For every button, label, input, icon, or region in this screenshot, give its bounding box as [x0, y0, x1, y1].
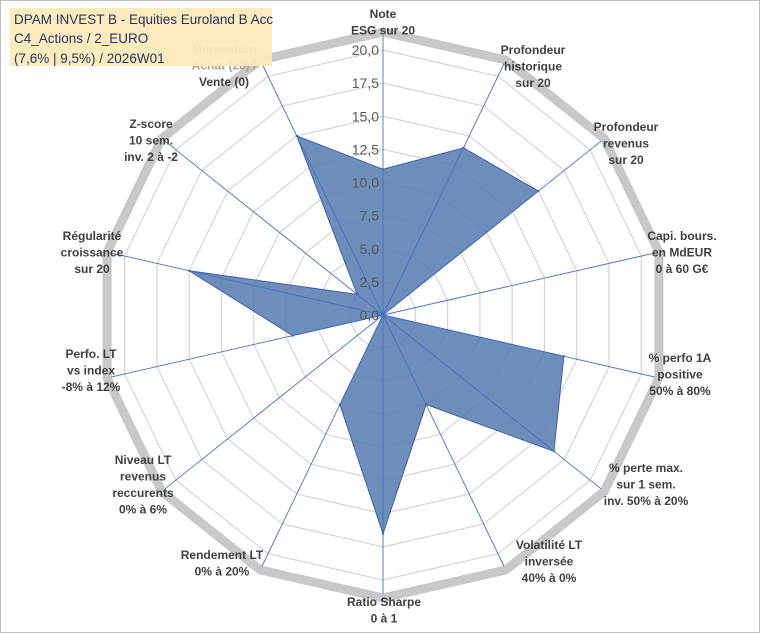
tick-label: 10,0	[352, 175, 379, 191]
axis-label-line: Capi. bours.	[647, 229, 716, 243]
axis-label-line: sur 1 sem.	[616, 478, 675, 492]
chart-title-line-3: (7,6% | 9,5%) / 2026W01	[14, 51, 165, 66]
title-box	[10, 8, 272, 66]
axis-label: Note ESG sur 20	[351, 7, 415, 38]
tick-label: 20,0	[352, 42, 379, 58]
axis-label-line: % perfo 1A	[649, 351, 712, 365]
axis-label-line: sur 20	[74, 262, 110, 276]
axis-label-line: reccurents	[112, 486, 174, 500]
axis-label-line: sur 20	[515, 76, 551, 90]
axis-label-line: 10 sem.	[129, 134, 173, 148]
axis-label-line: croissance	[61, 246, 124, 260]
axis-label: Profondeur historique sur 20	[501, 43, 566, 90]
axis-label-line: Vente (0)	[199, 75, 249, 89]
tick-label: 15,0	[352, 108, 379, 124]
axis-label-line: 0% à 6%	[119, 503, 167, 517]
data-series-area	[188, 135, 565, 536]
axis-label: Ratio Sharpe 0 à 1	[347, 595, 421, 626]
outer-ring	[102, 27, 664, 603]
chart-title-line-1: DPAM INVEST B - Equities Euroland B Acc	[14, 12, 274, 27]
axis-label-line: Volatilité LT	[516, 538, 583, 552]
axis-spoke	[382, 314, 602, 490]
tick-label: 5,0	[360, 241, 380, 257]
spoke-layer	[110, 36, 656, 594]
axis-spoke	[164, 140, 384, 316]
axis-label-line: 50% à 80%	[649, 384, 711, 398]
tick-label: 12,5	[352, 141, 379, 157]
axis-spoke	[382, 140, 602, 316]
axis-label-line: Ratio Sharpe	[347, 595, 421, 609]
axis-label: Capi. bours. en MdEUR 0 à 60 G€	[647, 229, 716, 276]
axis-label-line: 0 à 60 G€	[656, 262, 709, 276]
axis-label-line: Note	[370, 7, 397, 21]
tick-label: 2,5	[360, 274, 380, 290]
axis-label-line: -8% à 12%	[62, 380, 121, 394]
axis-label-line: sur 20	[608, 153, 644, 167]
axis-label-line: Régularité	[63, 229, 122, 243]
axis-label: Perfo. LT vs index -8% à 12%	[62, 347, 121, 394]
axis-label-line: Z-score	[129, 117, 173, 131]
axis-label: Régularité croissance sur 20	[61, 229, 124, 276]
axis-label-line: revenus	[603, 137, 649, 151]
axis-spoke	[382, 252, 656, 316]
axis-spoke	[261, 314, 384, 567]
tick-labels: 0,0 2,5 5,0 7,5 10,0 12,5 15,0 17,5 20,0	[352, 42, 379, 323]
axis-label: Niveau LT revenus reccurents 0% à 6%	[112, 453, 174, 517]
axis-label: Volatilité LT inversée 40% à 0%	[516, 538, 583, 585]
axis-spoke	[164, 314, 384, 490]
axis-spoke	[110, 252, 384, 316]
axis-label-line: Niveau LT	[115, 453, 172, 467]
axis-label-line: revenus	[120, 470, 166, 484]
axis-label-line: % perte max.	[609, 461, 683, 475]
chart-title-line-2: C4_Actions / 2_EURO	[14, 31, 149, 46]
tick-label: 17,5	[352, 75, 379, 91]
axis-spoke	[382, 314, 656, 378]
axis-label-line: inv. 50% à 20%	[604, 494, 689, 508]
axis-label-line: inv. 2 à -2	[124, 150, 178, 164]
axis-label-line: 0 à 1	[371, 612, 398, 626]
axis-label-line: 0% à 20%	[195, 565, 250, 579]
axis-labels: Note ESG sur 20 Profondeur historique sur 20…	[61, 7, 717, 626]
axis-spoke	[382, 314, 505, 567]
axis-label-line: inversée	[525, 555, 574, 569]
axis-label-line: Rendement LT	[181, 548, 264, 562]
axis-label-line: Profondeur	[501, 43, 566, 57]
axis-label-line: historique	[504, 60, 562, 74]
axis-label: Profondeur revenus sur 20	[594, 120, 659, 167]
axis-label: % perte max. sur 1 sem. inv. 50% à 20%	[604, 461, 689, 508]
tick-label: 0,0	[360, 307, 380, 323]
axis-label: % perfo 1A positive 50% à 80%	[649, 351, 712, 398]
data-area-layer	[188, 134, 566, 536]
axis-label-line: Profondeur	[594, 120, 659, 134]
axis-label: Z-score 10 sem. inv. 2 à -2	[124, 117, 178, 164]
axis-label: Rendement LT 0% à 20%	[181, 548, 264, 579]
axis-spoke	[261, 63, 384, 316]
axis-label-line: en MdEUR	[652, 246, 712, 260]
axis-spoke	[382, 63, 505, 316]
axis-label-line: ESG sur 20	[351, 24, 415, 38]
axis-label-line: vs index	[67, 364, 115, 378]
axis-label-line: 40% à 0%	[522, 571, 577, 585]
tick-label: 7,5	[360, 208, 380, 224]
axis-label-line: positive	[657, 368, 703, 382]
axis-spoke	[110, 314, 384, 378]
axis-label-line: Perfo. LT	[65, 347, 117, 361]
